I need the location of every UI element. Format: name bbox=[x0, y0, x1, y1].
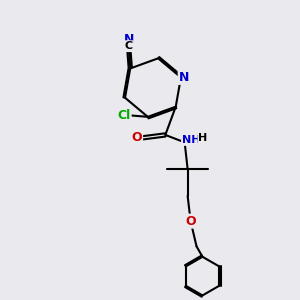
Text: N: N bbox=[179, 71, 189, 84]
Text: NH: NH bbox=[182, 135, 200, 145]
Text: N: N bbox=[124, 33, 134, 46]
Text: C: C bbox=[125, 41, 133, 51]
Text: Cl: Cl bbox=[117, 109, 131, 122]
Text: O: O bbox=[131, 131, 142, 144]
Text: O: O bbox=[185, 214, 196, 228]
Text: H: H bbox=[199, 133, 208, 143]
